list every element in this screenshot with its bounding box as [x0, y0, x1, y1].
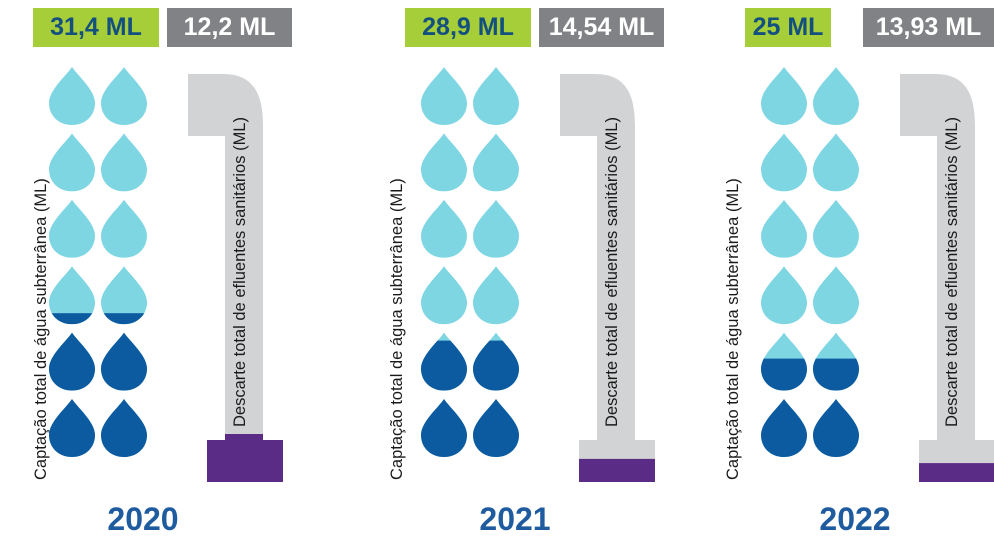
water-drop-icon	[473, 266, 519, 325]
water-drop-icon	[101, 266, 147, 325]
effluent-pipe-pictogram	[560, 74, 655, 482]
water-drop-icon	[761, 133, 807, 192]
water-drop-icon	[101, 332, 147, 391]
water-drop-icon	[421, 332, 467, 391]
effluent-pipe-pictogram	[900, 74, 994, 482]
water-drops-pictogram	[49, 67, 147, 457]
effluent-level-bar	[207, 434, 283, 482]
effluent-pipe-pictogram	[188, 74, 283, 482]
water-drop-icon	[813, 266, 859, 325]
water-drop-icon	[49, 199, 95, 258]
discharge-axis-label: Descarte total de efluentes sanitários (…	[603, 117, 621, 427]
discharge-axis-label: Descarte total de efluentes sanitários (…	[231, 117, 249, 427]
water-drop-icon	[761, 399, 807, 457]
effluent-pipe-icon	[900, 74, 994, 482]
effluent-level-bar	[919, 463, 994, 482]
discharge-value-badge: 12,2 ML	[167, 8, 292, 47]
year-label: 2022	[819, 501, 891, 537]
water-drop-icon	[421, 199, 467, 258]
water-drop-icon	[101, 133, 147, 192]
water-drop-icon	[761, 332, 807, 391]
water-drop-icon	[761, 67, 807, 125]
capture-value-badge: 31,4 ML	[33, 8, 159, 47]
effluent-pipe-icon	[188, 74, 283, 482]
water-drop-icon	[473, 332, 519, 391]
discharge-value-badge: 14,54 ML	[539, 8, 664, 47]
discharge-axis-label: Descarte total de efluentes sanitários (…	[943, 117, 961, 427]
water-drop-icon	[473, 199, 519, 258]
water-drop-icon	[49, 67, 95, 125]
water-drop-icon	[101, 399, 147, 457]
water-drop-icon	[49, 266, 95, 325]
water-drop-icon	[421, 399, 467, 457]
water-drop-icon	[421, 133, 467, 192]
effluent-level-bar	[579, 458, 655, 482]
water-drop-icon	[813, 133, 859, 192]
water-drop-icon	[49, 332, 95, 391]
water-drop-icon	[761, 266, 807, 325]
year-label: 2021	[479, 501, 551, 537]
water-drop-icon	[473, 133, 519, 192]
water-drop-icon	[49, 133, 95, 192]
effluent-pipe-icon	[560, 74, 655, 482]
water-drop-icon	[473, 399, 519, 457]
water-drop-icon	[473, 67, 519, 125]
water-drop-icon	[813, 332, 859, 391]
panel-2021: 28,9 ML 14,54 ML Captação total de água …	[388, 0, 705, 537]
water-drop-icon	[813, 67, 859, 125]
water-drop-icon	[101, 67, 147, 125]
discharge-value-badge: 13,93 ML	[863, 8, 994, 47]
water-drop-icon	[421, 67, 467, 125]
capture-value-badge: 28,9 ML	[405, 8, 531, 47]
capture-axis-label: Captação total de água subterrânea (ML)	[388, 178, 406, 480]
capture-axis-label: Captação total de água subterrânea (ML)	[724, 178, 742, 480]
water-drops-pictogram	[761, 67, 859, 457]
water-drop-icon	[813, 399, 859, 457]
water-drops-pictogram	[421, 67, 519, 457]
water-drop-icon	[421, 266, 467, 325]
capture-value-badge: 25 ML	[745, 8, 831, 47]
water-drop-icon	[49, 399, 95, 457]
water-drop-icon	[101, 199, 147, 258]
panel-2020: 31,4 ML 12,2 ML Captação total de água s…	[32, 0, 333, 537]
panel-2022: 25 ML 13,93 ML Captação total de água su…	[724, 0, 994, 537]
water-drop-icon	[761, 199, 807, 258]
year-label: 2020	[107, 501, 179, 537]
water-drop-icon	[813, 199, 859, 258]
